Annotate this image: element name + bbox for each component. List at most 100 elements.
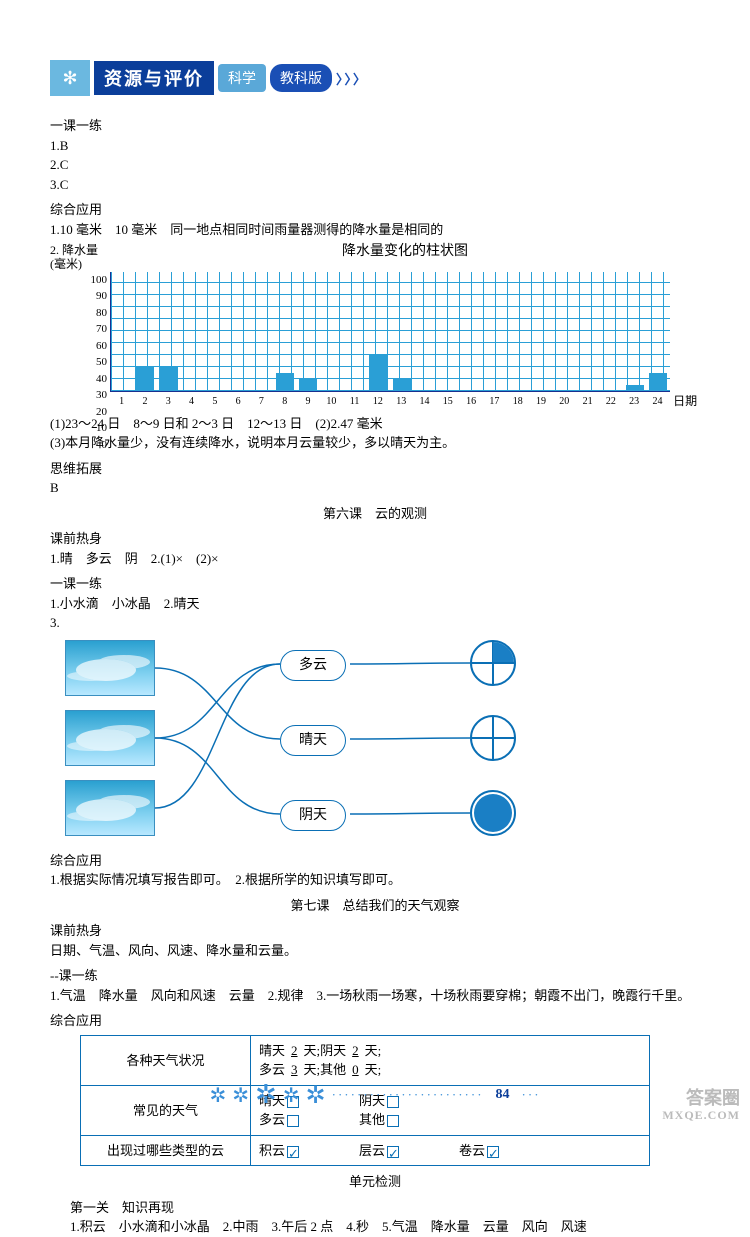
chart-bar: [393, 379, 411, 391]
chart-prefix: 2. 降水量 (毫米): [50, 241, 110, 272]
sky-image: [65, 710, 155, 766]
checkbox-icon: [387, 1146, 399, 1158]
practice-label: 一课一练: [50, 574, 700, 594]
practice-label: --课一练: [50, 966, 700, 986]
logo-icon: ✻: [50, 60, 90, 96]
dots-icon: ························: [332, 1087, 484, 1103]
row-header: 出现过哪些类型的云: [81, 1135, 251, 1166]
chart-bar: [369, 355, 387, 391]
y-tick: 40: [96, 371, 107, 388]
row-header: 各种天气状况: [81, 1035, 251, 1085]
x-tick: 16: [459, 394, 482, 410]
x-tick: 9: [296, 394, 319, 410]
option-label: 积云: [259, 1143, 285, 1158]
y-tick: 80: [96, 305, 107, 322]
weather-symbol-icon: [470, 790, 516, 836]
answer-line: B: [50, 478, 700, 498]
rainfall-chart: 2. 降水量 (毫米) 降水量变化的柱状图 100908070605040302…: [50, 241, 700, 410]
x-axis: 123456789101112131415161718192021222324: [110, 394, 669, 410]
dots-icon: ···: [522, 1087, 541, 1103]
header-banner: ✻ 资源与评价 科学 教科版 〉〉〉: [50, 60, 700, 96]
x-tick: 7: [250, 394, 273, 410]
watermark: 答案圈 MXQE.COM: [662, 1089, 740, 1122]
answer-line: 1.晴 多云 阴 2.(1)× (2)×: [50, 549, 700, 569]
answer-line: (1)23～24 日 8～9 日和 2～3 日 12～13 日 (2)2.47 …: [50, 414, 700, 434]
x-tick: 3: [157, 394, 180, 410]
flower-icon: ✲: [209, 1083, 226, 1108]
x-tick: 1: [110, 394, 133, 410]
x-tick: 23: [623, 394, 646, 410]
x-tick: 20: [553, 394, 576, 410]
x-tick: 10: [320, 394, 343, 410]
y-axis: 1009080706050403020100: [80, 272, 110, 392]
chart-grid: [110, 272, 670, 392]
y-tick: 90: [96, 288, 107, 305]
x-tick: 18: [506, 394, 529, 410]
q3-prefix: 3.: [50, 613, 700, 633]
option-label: 层云: [359, 1143, 385, 1158]
checkbox-icon: [487, 1146, 499, 1158]
x-tick: 2: [133, 394, 156, 410]
table-row: 各种天气状况 晴天2天;阴天2天; 多云3天;其他0天;: [81, 1035, 650, 1085]
weather-symbol-icon: [470, 640, 516, 686]
practice-label: 一课一练: [50, 116, 700, 136]
x-tick: 21: [576, 394, 599, 410]
subject-pill: 科学: [218, 64, 266, 92]
answer-line: (3)本月降水量少，没有连续降水，说明本月云量较少，多以晴天为主。: [50, 433, 700, 453]
x-tick: 14: [413, 394, 436, 410]
apply-label: 综合应用: [50, 1011, 700, 1031]
warmup-label: 课前热身: [50, 529, 700, 549]
page-content: 一课一练 1.B 2.C 3.C 综合应用 1.10 毫米 10 毫米 同一地点…: [50, 116, 700, 1237]
x-tick: 24: [646, 394, 669, 410]
answer-line: 1.积云 小水滴和小冰晶 2.中雨 3.午后 2 点 4.秒 5.气温 降水量 …: [50, 1217, 700, 1237]
x-tick: 12: [366, 394, 389, 410]
option-label: 多云: [259, 1112, 285, 1127]
sky-image: [65, 640, 155, 696]
answer-line: 2.C: [50, 155, 700, 175]
chart-bar: [299, 379, 317, 391]
cloud-match-diagram: 多云晴天阴天: [50, 635, 610, 845]
table-row: 出现过哪些类型的云 积云 层云 卷云: [81, 1135, 650, 1166]
chart-bar: [276, 373, 294, 391]
unit-test-title: 单元检测: [50, 1172, 700, 1192]
answer-line: 1.根据实际情况填写报告即可。 2.根据所学的知识填写即可。: [50, 870, 700, 890]
option-label: 其他: [359, 1112, 385, 1127]
checkbox-icon: [387, 1115, 399, 1127]
x-tick: 6: [226, 394, 249, 410]
match-label: 多云: [280, 650, 346, 681]
x-axis-label: 日期: [669, 392, 697, 410]
x-tick: 4: [180, 394, 203, 410]
extension-label: 思维拓展: [50, 459, 700, 479]
x-tick: 19: [529, 394, 552, 410]
flower-icon: ✲: [306, 1081, 326, 1110]
edition-pill: 教科版: [270, 64, 332, 92]
option-label: 卷云: [459, 1143, 485, 1158]
weather-symbol-icon: [470, 715, 516, 761]
page-footer: ✲ ✲ ✲ ✲ ✲ ························ 84 ··…: [0, 1080, 750, 1110]
row-content: 积云 层云 卷云: [251, 1135, 650, 1166]
chart-bar: [649, 373, 667, 391]
answer-line: 日期、气温、风向、风速、降水量和云量。: [50, 941, 700, 961]
y-tick: 50: [96, 354, 107, 371]
warmup-label: 课前热身: [50, 921, 700, 941]
apply-label: 综合应用: [50, 200, 700, 220]
x-tick: 15: [436, 394, 459, 410]
answer-line: 1.小水滴 小冰晶 2.晴天: [50, 594, 700, 614]
flower-icon: ✲: [283, 1083, 300, 1108]
match-label: 晴天: [280, 725, 346, 756]
gate-label: 第一关 知识再现: [50, 1198, 700, 1218]
y-tick: 100: [91, 272, 108, 289]
x-tick: 13: [390, 394, 413, 410]
x-tick: 5: [203, 394, 226, 410]
chart-bar: [136, 367, 154, 391]
x-tick: 22: [599, 394, 622, 410]
lesson6-title: 第六课 云的观测: [50, 504, 700, 524]
x-tick: 11: [343, 394, 366, 410]
answer-line: 1.气温 降水量 风向和风速 云量 2.规律 3.一场秋雨一场寒，十场秋雨要穿棉…: [50, 986, 700, 1006]
chevron-icon: 〉〉〉: [336, 69, 368, 88]
flower-icon: ✲: [232, 1083, 249, 1108]
answer-line: 1.B: [50, 136, 700, 156]
apply-label: 综合应用: [50, 851, 700, 871]
answer-line: 3.C: [50, 175, 700, 195]
chart-bar: [160, 367, 178, 391]
